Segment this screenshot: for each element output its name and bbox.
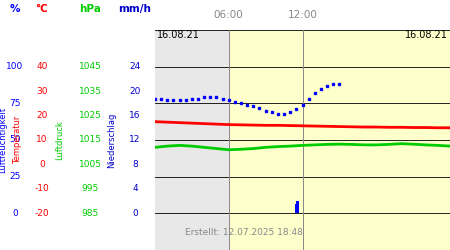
Text: -20: -20 xyxy=(35,209,50,218)
Text: 20: 20 xyxy=(36,111,48,120)
Text: Luftfeuchtigkeit: Luftfeuchtigkeit xyxy=(0,107,8,173)
Text: 75: 75 xyxy=(9,99,21,108)
Text: Niederschlag: Niederschlag xyxy=(108,112,117,168)
Text: 16: 16 xyxy=(129,111,141,120)
Text: 25: 25 xyxy=(9,172,21,181)
Text: 8: 8 xyxy=(132,160,138,169)
Text: 0: 0 xyxy=(132,209,138,218)
Text: 50: 50 xyxy=(9,136,21,144)
Text: 10: 10 xyxy=(36,136,48,144)
Text: Erstellt: 12.07.2025 18:48: Erstellt: 12.07.2025 18:48 xyxy=(184,228,302,237)
Text: -10: -10 xyxy=(35,184,50,194)
Text: 24: 24 xyxy=(130,62,140,71)
Text: mm/h: mm/h xyxy=(118,4,152,14)
Text: 4: 4 xyxy=(132,184,138,194)
Text: 12: 12 xyxy=(129,136,141,144)
Bar xyxy=(229,30,450,250)
Text: 100: 100 xyxy=(6,62,23,71)
Text: 1035: 1035 xyxy=(78,86,102,96)
Text: hPa: hPa xyxy=(79,4,101,14)
Text: 30: 30 xyxy=(36,86,48,96)
Text: Temperatur: Temperatur xyxy=(14,116,22,164)
Text: 985: 985 xyxy=(81,209,99,218)
Text: 0: 0 xyxy=(39,160,45,169)
Text: 40: 40 xyxy=(36,62,48,71)
Text: 1015: 1015 xyxy=(78,136,102,144)
Text: °C: °C xyxy=(36,4,49,14)
Text: %: % xyxy=(10,4,20,14)
Bar xyxy=(295,204,298,213)
Text: 06:00: 06:00 xyxy=(214,10,243,20)
Text: Luftdruck: Luftdruck xyxy=(55,120,64,160)
Text: 1045: 1045 xyxy=(79,62,101,71)
Text: 16.08.21: 16.08.21 xyxy=(405,30,448,40)
Text: 995: 995 xyxy=(81,184,99,194)
Text: 20: 20 xyxy=(129,86,141,96)
Text: 1025: 1025 xyxy=(79,111,101,120)
Text: 1005: 1005 xyxy=(78,160,102,169)
Bar xyxy=(155,30,229,250)
Text: 16.08.21: 16.08.21 xyxy=(157,30,200,40)
Text: 12:00: 12:00 xyxy=(288,10,317,20)
Bar xyxy=(296,201,299,213)
Text: 0: 0 xyxy=(12,209,18,218)
